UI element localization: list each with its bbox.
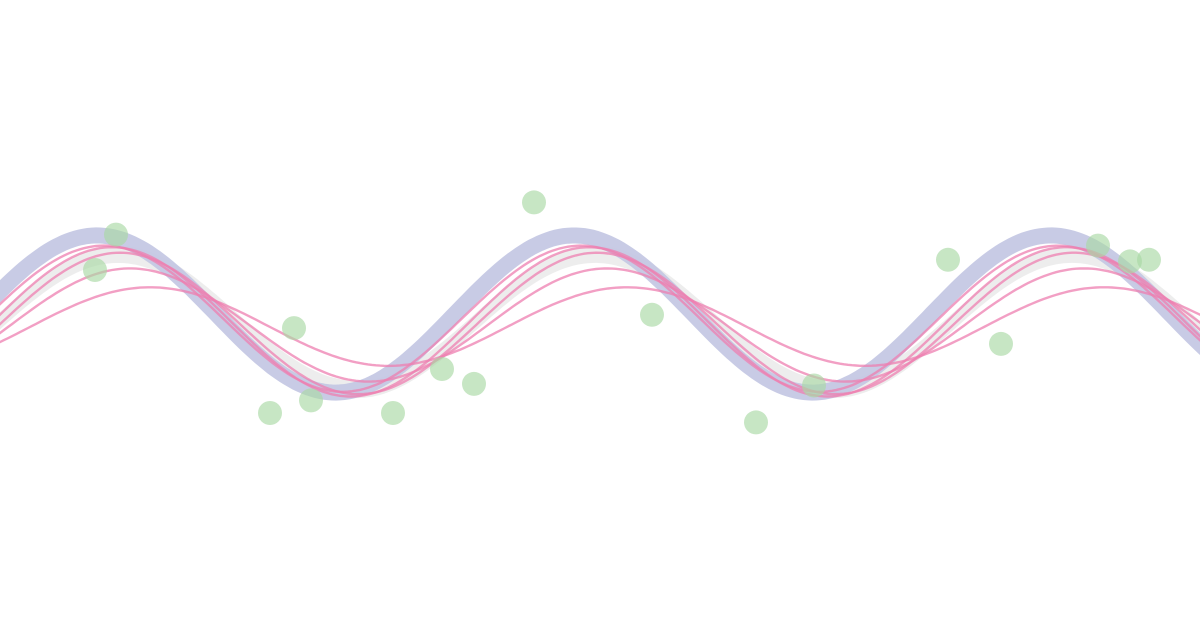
uncertainty-band-layer — [0, 245, 1200, 399]
sample-5 — [0, 286, 1200, 368]
observation-point — [640, 302, 664, 327]
observation-point — [522, 190, 546, 215]
observation-point — [802, 373, 826, 398]
observation-point — [104, 222, 128, 247]
uncertainty-band — [0, 245, 1200, 399]
observation-point — [1137, 247, 1161, 272]
observation-point — [282, 316, 306, 341]
observation-point — [744, 410, 768, 435]
sample-4 — [0, 267, 1200, 383]
observation-point — [1118, 249, 1142, 274]
observations-layer — [83, 190, 1161, 435]
observation-point — [989, 331, 1013, 356]
observation-point — [936, 247, 960, 272]
observation-point — [381, 401, 405, 425]
observation-point — [430, 357, 454, 381]
observation-point — [1086, 233, 1110, 258]
sample-2 — [0, 245, 1200, 398]
observation-point — [83, 258, 107, 282]
sample-3 — [0, 251, 1200, 396]
observation-point — [258, 401, 282, 425]
observation-point — [462, 371, 486, 396]
observation-point — [299, 388, 323, 413]
posterior-samples-layer — [0, 244, 1200, 398]
